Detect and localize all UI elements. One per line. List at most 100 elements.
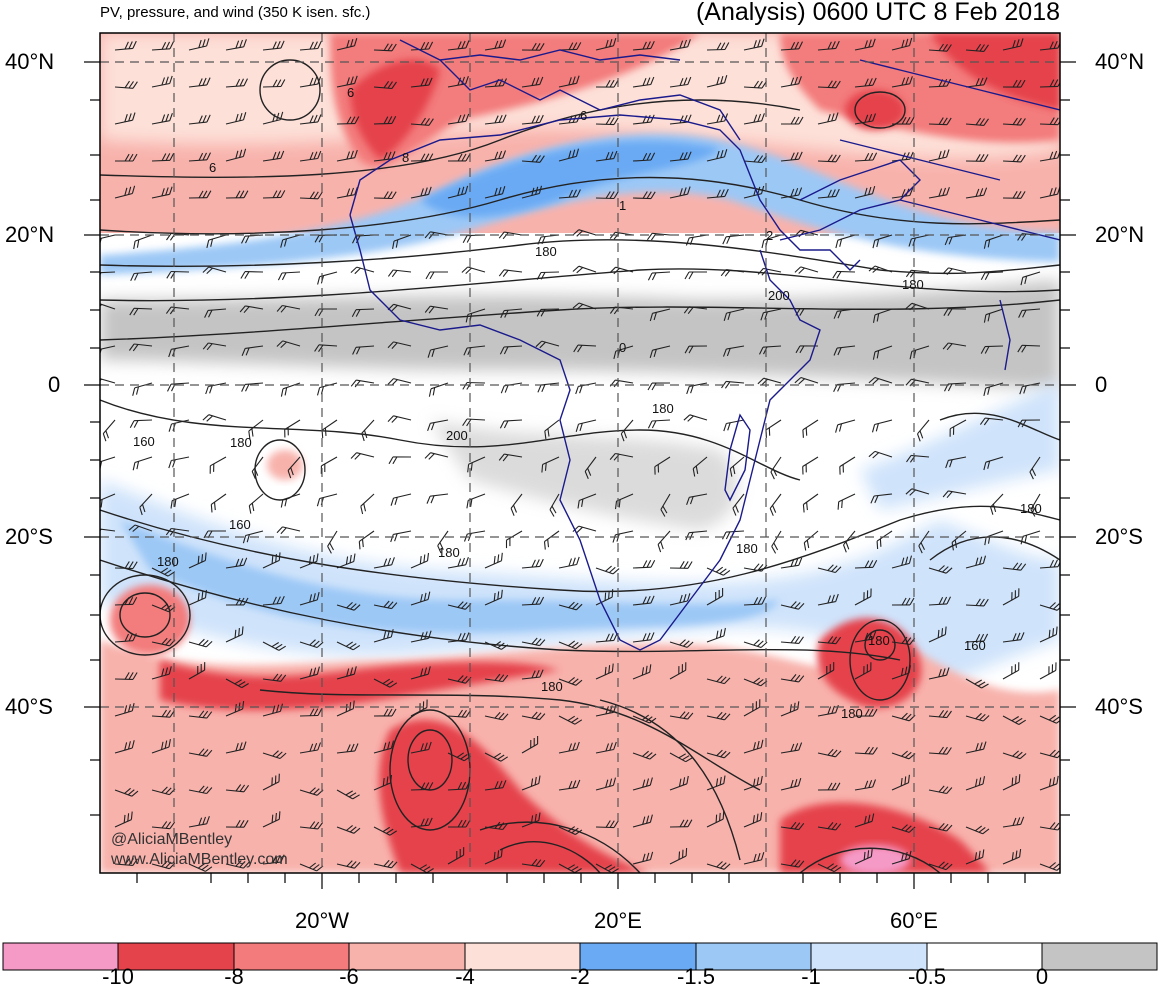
wind-barb [595,777,617,791]
wind-barb [188,114,211,125]
wind-barb [965,187,988,199]
wind-barb [202,342,227,351]
lat-lon-grid [100,33,1060,873]
wind-barb [771,530,782,554]
wind-barb [686,493,708,505]
wind-barb [387,341,412,349]
wind-barb [835,234,856,249]
wind-barb [558,676,583,686]
wind-barb [558,779,581,791]
wind-barb [595,863,619,873]
wind-barb [373,859,398,869]
wind-barb [521,637,546,647]
wind-barb [780,777,802,791]
wind-barb [521,711,546,721]
wind-barb [743,699,761,717]
wind-barb [1030,493,1041,517]
wind-barb [188,552,207,569]
wind-barb [428,382,449,397]
wind-barb [595,589,614,606]
lat-label-right: 20°S [1095,524,1143,549]
wind-barb [802,456,819,475]
wind-barb [1002,38,1024,51]
wind-barb [706,188,729,199]
wind-barb [609,266,634,275]
map-title: (Analysis) 0600 UTC 8 Feb 2018 [695,0,1060,26]
wind-barb [262,641,286,651]
wind-barb [336,824,361,834]
wind-barb [868,376,893,385]
wind-barb [669,752,693,763]
wind-barb [905,302,930,311]
wind-barb [632,152,656,162]
wind-barb [544,419,560,440]
wind-barb [336,553,356,569]
wind-barb [706,588,724,606]
wind-barb [872,308,893,323]
wind-barb [447,557,469,569]
wind-barb [928,565,953,574]
contour-label: 6 [580,108,587,123]
wind-barb [521,558,544,569]
wind-barb [262,190,286,199]
contour-label: 6 [209,160,216,175]
wind-barb [447,185,469,199]
wind-barb [387,378,412,386]
wind-barb [769,493,782,516]
wind-barb [276,340,301,348]
wind-barb [280,234,301,248]
wind-barb [817,782,841,791]
wind-barb [262,750,287,760]
wind-barb [572,229,597,237]
wind-barb [1039,662,1057,680]
wind-barb [1039,602,1060,611]
colorbar-swatch [465,943,580,970]
wind-barb [373,740,395,754]
wind-barb [595,150,618,162]
wind-barb [225,148,247,162]
wind-barb [204,308,227,318]
wind-barb [336,860,361,869]
wind-barb [595,117,619,126]
wind-barb [1039,150,1060,162]
wind-barb [225,626,244,643]
wind-barb [872,345,893,360]
wind-barb [595,663,614,680]
colorbar-swatch [118,943,234,970]
wind-barb [114,811,133,828]
colorbar-label: -6 [339,964,359,989]
wind-barb [669,39,691,51]
contour-label: 180 [157,554,179,569]
wind-barb [632,664,652,680]
wind-barb [833,308,856,319]
wind-barb [299,708,323,717]
wind-barb [239,305,264,314]
wind-barb [447,847,465,865]
wind-barb [151,567,176,577]
wind-barb [868,265,893,273]
wind-barb [780,635,804,644]
colorbar-label: -2 [570,964,590,989]
wind-barb [484,711,509,721]
wind-barb [669,186,691,199]
wind-barb [276,526,301,535]
wind-barb [410,741,432,754]
wind-barb [424,452,449,460]
wind-barb [151,666,172,680]
wind-barb [1002,662,1020,680]
wind-barb [558,715,583,725]
wind-barb [299,40,322,51]
wind-barb [151,152,175,162]
wind-barb [632,76,655,88]
wind-barb [965,849,985,865]
wind-barb [499,345,523,355]
wind-barb [188,38,210,51]
wind-barb [299,150,322,162]
wind-barb [114,596,138,606]
wind-barb [467,456,486,473]
wind-barb [832,270,856,279]
wind-barb [1018,308,1041,318]
wind-barb [723,419,745,432]
wind-barb [1002,632,1025,643]
wind-barb [706,113,729,125]
